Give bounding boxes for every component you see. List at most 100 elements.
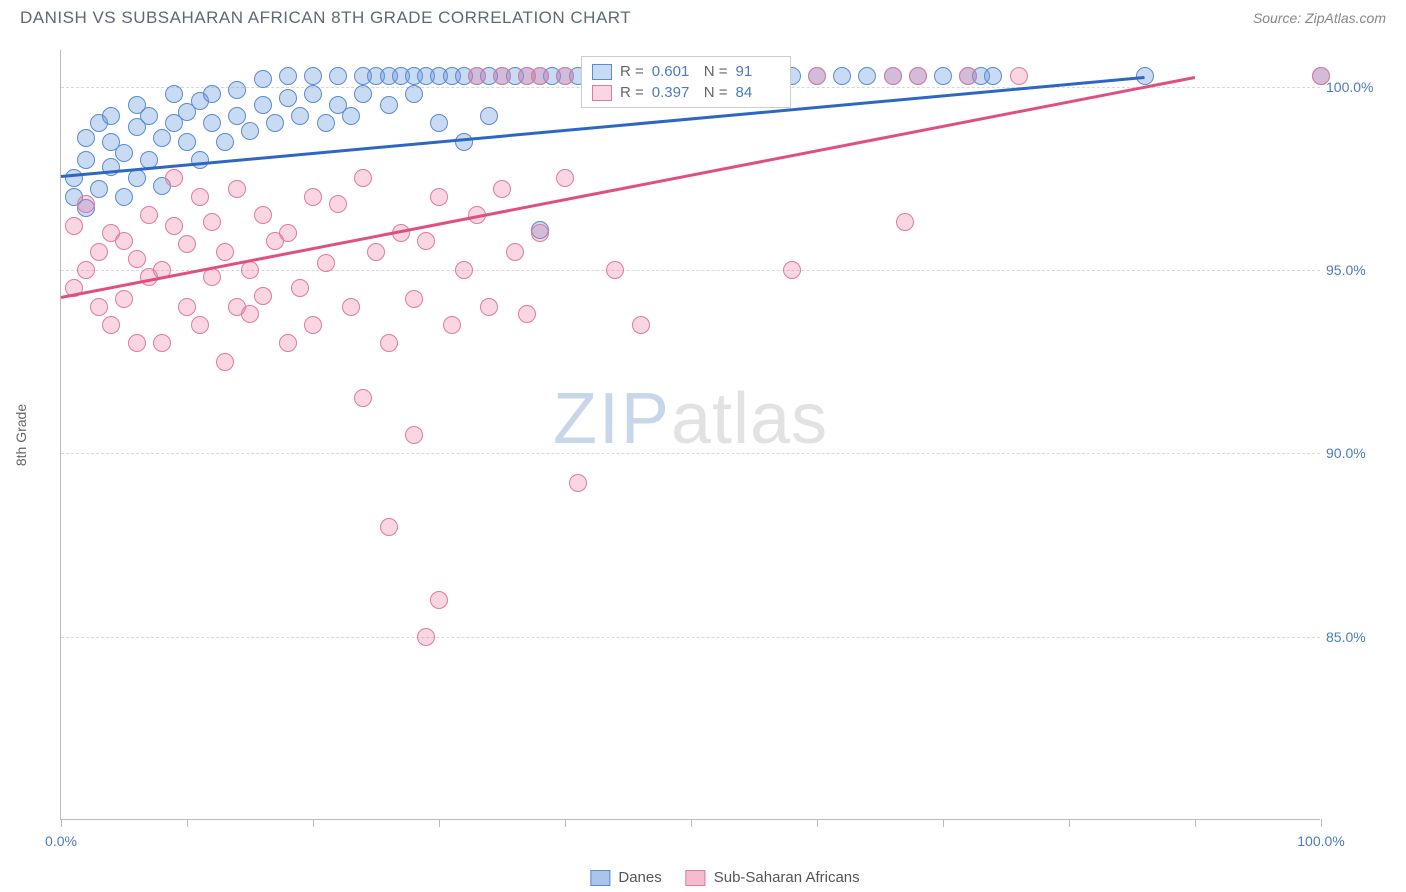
data-point xyxy=(354,85,372,103)
watermark-zip: ZIP xyxy=(553,379,671,459)
data-point xyxy=(1312,67,1330,85)
data-point xyxy=(102,316,120,334)
data-point xyxy=(380,518,398,536)
data-point xyxy=(304,316,322,334)
data-point xyxy=(405,290,423,308)
data-point xyxy=(165,85,183,103)
data-point xyxy=(430,188,448,206)
data-point xyxy=(203,85,221,103)
data-point xyxy=(77,151,95,169)
data-point xyxy=(417,232,435,250)
data-point xyxy=(291,279,309,297)
stat-r-value: 0.601 xyxy=(652,63,696,80)
data-point xyxy=(380,96,398,114)
stat-n-label: N = xyxy=(704,63,728,80)
data-point xyxy=(191,316,209,334)
data-point xyxy=(241,305,259,323)
x-tick xyxy=(61,819,62,827)
data-point xyxy=(405,426,423,444)
gridline xyxy=(61,453,1320,454)
x-tick xyxy=(943,819,944,827)
data-point xyxy=(909,67,927,85)
data-point xyxy=(884,67,902,85)
legend-item: Danes xyxy=(590,869,661,886)
chart-title: DANISH VS SUBSAHARAN AFRICAN 8TH GRADE C… xyxy=(20,8,631,28)
legend-stats-box: R = 0.601 N = 91 R = 0.397 N = 84 xyxy=(581,56,791,108)
data-point xyxy=(77,195,95,213)
data-point xyxy=(493,180,511,198)
data-point xyxy=(556,169,574,187)
data-point xyxy=(531,224,549,242)
stat-n-label: N = xyxy=(704,84,728,101)
x-tick xyxy=(565,819,566,827)
data-point xyxy=(266,114,284,132)
y-tick-label: 95.0% xyxy=(1326,262,1384,278)
x-tick xyxy=(1069,819,1070,827)
data-point xyxy=(140,107,158,125)
data-point xyxy=(140,206,158,224)
data-point xyxy=(317,254,335,272)
data-point xyxy=(77,261,95,279)
data-point xyxy=(128,250,146,268)
x-tick xyxy=(691,819,692,827)
data-point xyxy=(632,316,650,334)
data-point xyxy=(606,261,624,279)
data-point xyxy=(178,298,196,316)
data-point xyxy=(279,89,297,107)
data-point xyxy=(65,169,83,187)
data-point xyxy=(354,169,372,187)
data-point xyxy=(254,70,272,88)
data-point xyxy=(102,107,120,125)
x-tick xyxy=(817,819,818,827)
data-point xyxy=(279,67,297,85)
data-point xyxy=(984,67,1002,85)
stat-r-label: R = xyxy=(620,63,644,80)
data-point xyxy=(165,169,183,187)
data-point xyxy=(77,129,95,147)
legend-swatch xyxy=(592,64,612,80)
y-tick-label: 100.0% xyxy=(1326,79,1384,95)
data-point xyxy=(417,628,435,646)
legend-swatch xyxy=(590,870,610,886)
x-tick xyxy=(1321,819,1322,827)
data-point xyxy=(480,107,498,125)
data-point xyxy=(65,217,83,235)
data-point xyxy=(569,474,587,492)
data-point xyxy=(191,151,209,169)
data-point xyxy=(279,224,297,242)
legend-item: Sub-Saharan Africans xyxy=(686,869,860,886)
legend-swatch xyxy=(592,85,612,101)
x-tick xyxy=(187,819,188,827)
data-point xyxy=(858,67,876,85)
data-point xyxy=(254,206,272,224)
chart-container: 8th Grade ZIPatlas R =0.601N =91R =0.397… xyxy=(60,50,1390,850)
x-tick-label: 0.0% xyxy=(45,833,77,849)
bottom-legend: Danes Sub-Saharan Africans xyxy=(590,869,859,886)
data-point xyxy=(783,261,801,279)
data-point xyxy=(153,129,171,147)
data-point xyxy=(254,287,272,305)
source-attribution: Source: ZipAtlas.com xyxy=(1253,10,1386,26)
data-point xyxy=(304,85,322,103)
data-point xyxy=(304,188,322,206)
data-point xyxy=(959,67,977,85)
stat-r-value: 0.397 xyxy=(652,84,696,101)
stat-r-label: R = xyxy=(620,84,644,101)
data-point xyxy=(291,107,309,125)
data-point xyxy=(241,122,259,140)
stat-n-value: 91 xyxy=(736,63,780,80)
stat-n-value: 84 xyxy=(736,84,780,101)
x-tick xyxy=(313,819,314,827)
data-point xyxy=(228,107,246,125)
watermark: ZIPatlas xyxy=(553,378,828,460)
data-point xyxy=(405,85,423,103)
data-point xyxy=(191,188,209,206)
y-tick-label: 85.0% xyxy=(1326,629,1384,645)
y-tick-label: 90.0% xyxy=(1326,445,1384,461)
legend-label: Danes xyxy=(618,869,661,886)
data-point xyxy=(203,268,221,286)
data-point xyxy=(354,389,372,407)
data-point xyxy=(254,96,272,114)
x-tick-label: 100.0% xyxy=(1297,833,1344,849)
data-point xyxy=(178,133,196,151)
